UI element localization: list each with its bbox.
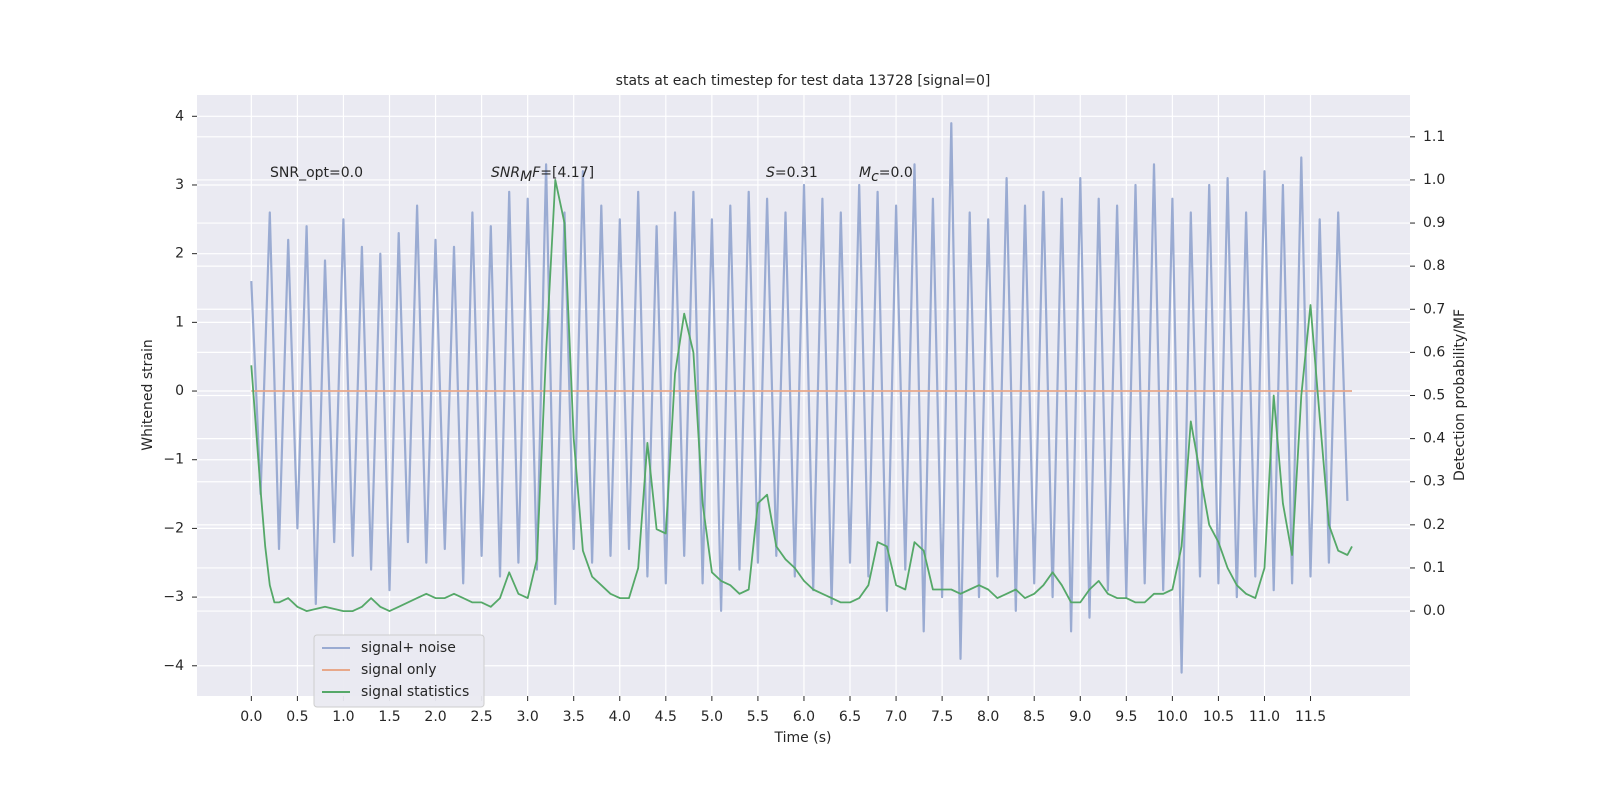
annotation: SNRMF=[4.17] — [491, 165, 594, 185]
annotation-part: c — [871, 169, 879, 185]
y2-axis-label: Detection probability/MF — [1452, 309, 1468, 481]
legend-label: signal statistics — [361, 684, 469, 700]
x-tick-label: 7.5 — [931, 709, 953, 725]
annotation: Mc=0.0 — [859, 165, 913, 185]
x-tick-label: 1.5 — [378, 709, 400, 725]
x-tick-label: 2.5 — [470, 709, 492, 725]
x-tick-label: 4.0 — [609, 709, 631, 725]
x-tick-label: 4.5 — [655, 709, 677, 725]
y-tick-label: −3 — [163, 589, 184, 605]
y2-tick-label: 0.3 — [1423, 474, 1445, 490]
y-tick-label: 2 — [175, 246, 184, 262]
y-tick-label: 1 — [175, 314, 184, 330]
y2-tick-label: 0.6 — [1423, 344, 1445, 360]
x-tick-label: 11.5 — [1295, 709, 1326, 725]
y2-tick-label: 0.4 — [1423, 431, 1445, 447]
annotation-part: SNR_opt=0.0 — [270, 165, 363, 181]
x-tick-label: 3.0 — [517, 709, 539, 725]
x-tick-label: 5.5 — [747, 709, 769, 725]
annotation-part: S — [766, 165, 775, 181]
x-axis-label: Time (s) — [774, 730, 832, 746]
y-tick-label: 4 — [175, 108, 184, 124]
y-tick-label: −1 — [163, 452, 184, 468]
x-tick-label: 2.0 — [424, 709, 446, 725]
x-tick-label: 3.5 — [563, 709, 585, 725]
y-tick-label: 0 — [175, 383, 184, 399]
x-tick-label: 8.0 — [977, 709, 999, 725]
legend-box — [313, 634, 485, 708]
series-line — [250, 179, 1353, 612]
series-line — [250, 122, 1349, 674]
x-tick-label: 6.0 — [793, 709, 815, 725]
x-tick-label: 0.5 — [286, 709, 308, 725]
annotation: SNR_opt=0.0 — [270, 165, 363, 181]
y2-tick-label: 0.9 — [1423, 215, 1445, 231]
legend-label: signal+ noise — [361, 640, 456, 656]
y2-tick-label: 0.0 — [1423, 603, 1445, 619]
y-axis-label: Whitened strain — [140, 339, 156, 450]
y2-tick-label: 0.1 — [1423, 560, 1445, 576]
legend-label: signal only — [361, 662, 436, 678]
y2-tick-label: 1.0 — [1423, 172, 1445, 188]
annotation-part: =[4.17] — [540, 165, 594, 181]
x-tick-label: 9.0 — [1069, 709, 1091, 725]
x-tick-label: 11.0 — [1249, 709, 1280, 725]
chart-title: stats at each timestep for test data 137… — [616, 73, 991, 89]
x-tick-label: 0.0 — [240, 709, 262, 725]
y-tick-label: 3 — [175, 177, 184, 193]
annotation-part: =0.31 — [775, 165, 818, 181]
annotation-part: F — [532, 165, 541, 181]
y-tick-label: −2 — [163, 520, 184, 536]
annotation: S=0.31 — [766, 165, 818, 181]
x-tick-label: 9.5 — [1115, 709, 1137, 725]
x-tick-label: 8.5 — [1023, 709, 1045, 725]
x-tick-label: 7.0 — [885, 709, 907, 725]
y2-tick-label: 0.7 — [1423, 301, 1445, 317]
x-tick-label: 1.0 — [332, 709, 354, 725]
annotation-part: M — [859, 165, 871, 181]
annotation-part: SNR — [491, 165, 520, 181]
x-tick-label: 10.5 — [1203, 709, 1234, 725]
y2-tick-label: 0.5 — [1423, 388, 1445, 404]
y-tick-label: −4 — [163, 658, 184, 674]
x-tick-label: 5.0 — [701, 709, 723, 725]
y2-tick-label: 0.8 — [1423, 258, 1445, 274]
y2-tick-label: 0.2 — [1423, 517, 1445, 533]
annotation-part: =0.0 — [879, 165, 913, 181]
y2-tick-label: 1.1 — [1423, 129, 1445, 145]
x-tick-label: 10.0 — [1157, 709, 1188, 725]
x-tick-label: 6.5 — [839, 709, 861, 725]
annotation-part: M — [520, 169, 532, 185]
